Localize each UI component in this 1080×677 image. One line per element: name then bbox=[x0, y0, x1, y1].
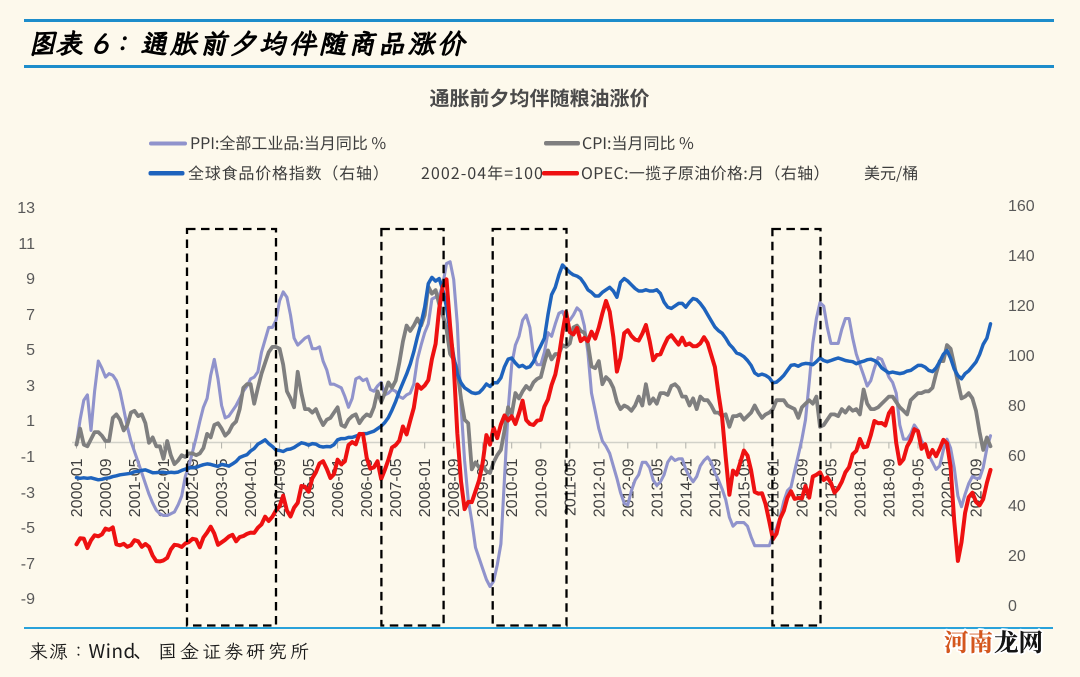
svg-text:2003-05: 2003-05 bbox=[214, 458, 231, 517]
svg-text:2012-01: 2012-01 bbox=[591, 458, 608, 517]
svg-text:2015-05: 2015-05 bbox=[736, 458, 753, 517]
svg-text:2013-05: 2013-05 bbox=[649, 458, 666, 517]
svg-text:2014-09: 2014-09 bbox=[707, 458, 724, 517]
svg-text:2010-09: 2010-09 bbox=[533, 458, 550, 517]
svg-text:2002-09: 2002-09 bbox=[185, 458, 202, 517]
svg-text:2014-01: 2014-01 bbox=[678, 458, 695, 517]
svg-text:2006-09: 2006-09 bbox=[359, 458, 376, 517]
svg-text:2012-09: 2012-09 bbox=[620, 458, 637, 517]
svg-text:2000-09: 2000-09 bbox=[98, 458, 115, 517]
svg-text:2018-01: 2018-01 bbox=[852, 458, 869, 517]
svg-text:2002-01: 2002-01 bbox=[156, 458, 173, 517]
svg-text:2007-05: 2007-05 bbox=[388, 458, 405, 517]
svg-text:2006-01: 2006-01 bbox=[330, 458, 347, 517]
svg-text:2000-01: 2000-01 bbox=[69, 458, 86, 517]
svg-text:2004-01: 2004-01 bbox=[243, 458, 260, 517]
svg-text:2019-05: 2019-05 bbox=[911, 458, 928, 517]
svg-text:2018-09: 2018-09 bbox=[881, 458, 898, 517]
svg-text:2011-05: 2011-05 bbox=[562, 458, 579, 516]
svg-text:2010-01: 2010-01 bbox=[504, 458, 521, 517]
svg-text:2008-01: 2008-01 bbox=[417, 458, 434, 517]
svg-text:2016-01: 2016-01 bbox=[765, 458, 782, 517]
